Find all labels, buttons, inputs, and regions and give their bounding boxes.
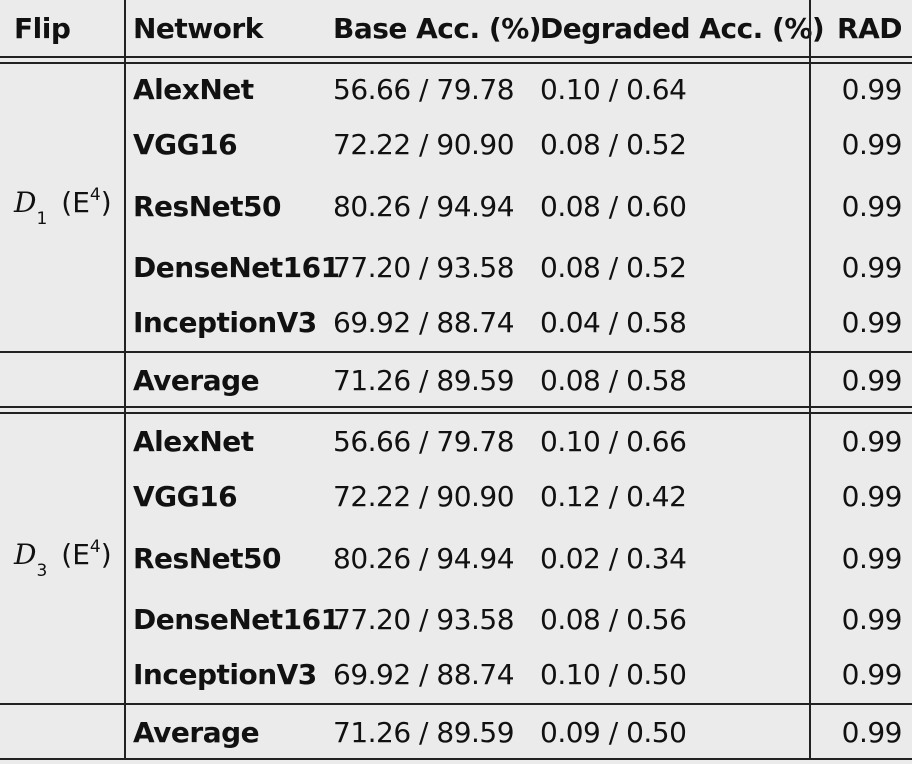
network-name: VGG16 xyxy=(133,128,238,161)
flip-close: ) xyxy=(100,538,112,571)
value-cell: 80.26 / 94.94 xyxy=(333,542,515,575)
value-cell: 0.99 xyxy=(841,306,903,339)
rule xyxy=(0,62,912,64)
column-header: Base Acc. (%) xyxy=(333,12,542,45)
average-label: Average xyxy=(133,716,260,749)
value-cell: 0.04 / 0.58 xyxy=(540,306,687,339)
column-header: RAD xyxy=(837,12,902,45)
flip-symbol: D xyxy=(14,538,37,571)
value-cell: 0.99 xyxy=(841,658,903,691)
average-cell: 71.26 / 89.59 xyxy=(333,364,515,397)
value-cell: 0.08 / 0.52 xyxy=(540,128,687,161)
average-cell: 0.08 / 0.58 xyxy=(540,364,687,397)
value-cell: 0.08 / 0.60 xyxy=(540,190,687,223)
network-name: AlexNet xyxy=(133,425,254,458)
value-cell: 0.99 xyxy=(841,603,903,636)
network-name: ResNet50 xyxy=(133,190,282,223)
column-header: Degraded Acc. (%) xyxy=(540,12,825,45)
value-cell: 0.08 / 0.52 xyxy=(540,251,687,284)
rule xyxy=(0,758,912,760)
network-name: InceptionV3 xyxy=(133,306,317,339)
value-cell: 0.99 xyxy=(841,190,903,223)
value-cell: 56.66 / 79.78 xyxy=(333,73,515,106)
network-name: DenseNet161 xyxy=(133,251,340,284)
average-cell: 0.09 / 0.50 xyxy=(540,716,687,749)
rule xyxy=(0,351,912,353)
rule xyxy=(0,412,912,414)
value-cell: 0.10 / 0.50 xyxy=(540,658,687,691)
value-cell: 77.20 / 93.58 xyxy=(333,251,515,284)
flip-symbol: D xyxy=(14,186,37,219)
value-cell: 0.12 / 0.42 xyxy=(540,480,687,513)
value-cell: 0.02 / 0.34 xyxy=(540,542,687,575)
flip-open: (E xyxy=(61,538,90,571)
rule xyxy=(0,56,912,58)
column-header: Flip xyxy=(14,12,71,45)
value-cell: 72.22 / 90.90 xyxy=(333,480,515,513)
flip-subscript: 1 xyxy=(36,209,48,229)
value-cell: 0.99 xyxy=(841,251,903,284)
value-cell: 69.92 / 88.74 xyxy=(333,306,515,339)
value-cell: 0.99 xyxy=(841,425,903,458)
value-cell: 77.20 / 93.58 xyxy=(333,603,515,636)
average-cell: 71.26 / 89.59 xyxy=(333,716,515,749)
flip-open: (E xyxy=(61,186,90,219)
flip-label: D3 (E4) xyxy=(14,537,112,581)
column-header: Network xyxy=(133,12,263,45)
rule xyxy=(809,0,811,760)
average-label: Average xyxy=(133,364,260,397)
value-cell: 0.08 / 0.56 xyxy=(540,603,687,636)
average-cell: 0.99 xyxy=(841,716,903,749)
value-cell: 80.26 / 94.94 xyxy=(333,190,515,223)
value-cell: 0.10 / 0.64 xyxy=(540,73,687,106)
flip-close: ) xyxy=(100,186,112,219)
value-cell: 0.99 xyxy=(841,542,903,575)
network-name: AlexNet xyxy=(133,73,254,106)
flip-label: D1 (E4) xyxy=(14,185,112,229)
rule xyxy=(0,703,912,705)
network-name: ResNet50 xyxy=(133,542,282,575)
value-cell: 0.10 / 0.66 xyxy=(540,425,687,458)
network-name: VGG16 xyxy=(133,480,238,513)
network-name: DenseNet161 xyxy=(133,603,340,636)
flip-subscript: 3 xyxy=(36,561,48,581)
value-cell: 0.99 xyxy=(841,480,903,513)
rule xyxy=(124,0,126,760)
value-cell: 56.66 / 79.78 xyxy=(333,425,515,458)
rule xyxy=(0,406,912,408)
flip-superscript: 4 xyxy=(89,185,101,205)
value-cell: 72.22 / 90.90 xyxy=(333,128,515,161)
flip-superscript: 4 xyxy=(89,537,101,557)
value-cell: 69.92 / 88.74 xyxy=(333,658,515,691)
network-name: InceptionV3 xyxy=(133,658,317,691)
average-cell: 0.99 xyxy=(841,364,903,397)
value-cell: 0.99 xyxy=(841,128,903,161)
value-cell: 0.99 xyxy=(841,73,903,106)
